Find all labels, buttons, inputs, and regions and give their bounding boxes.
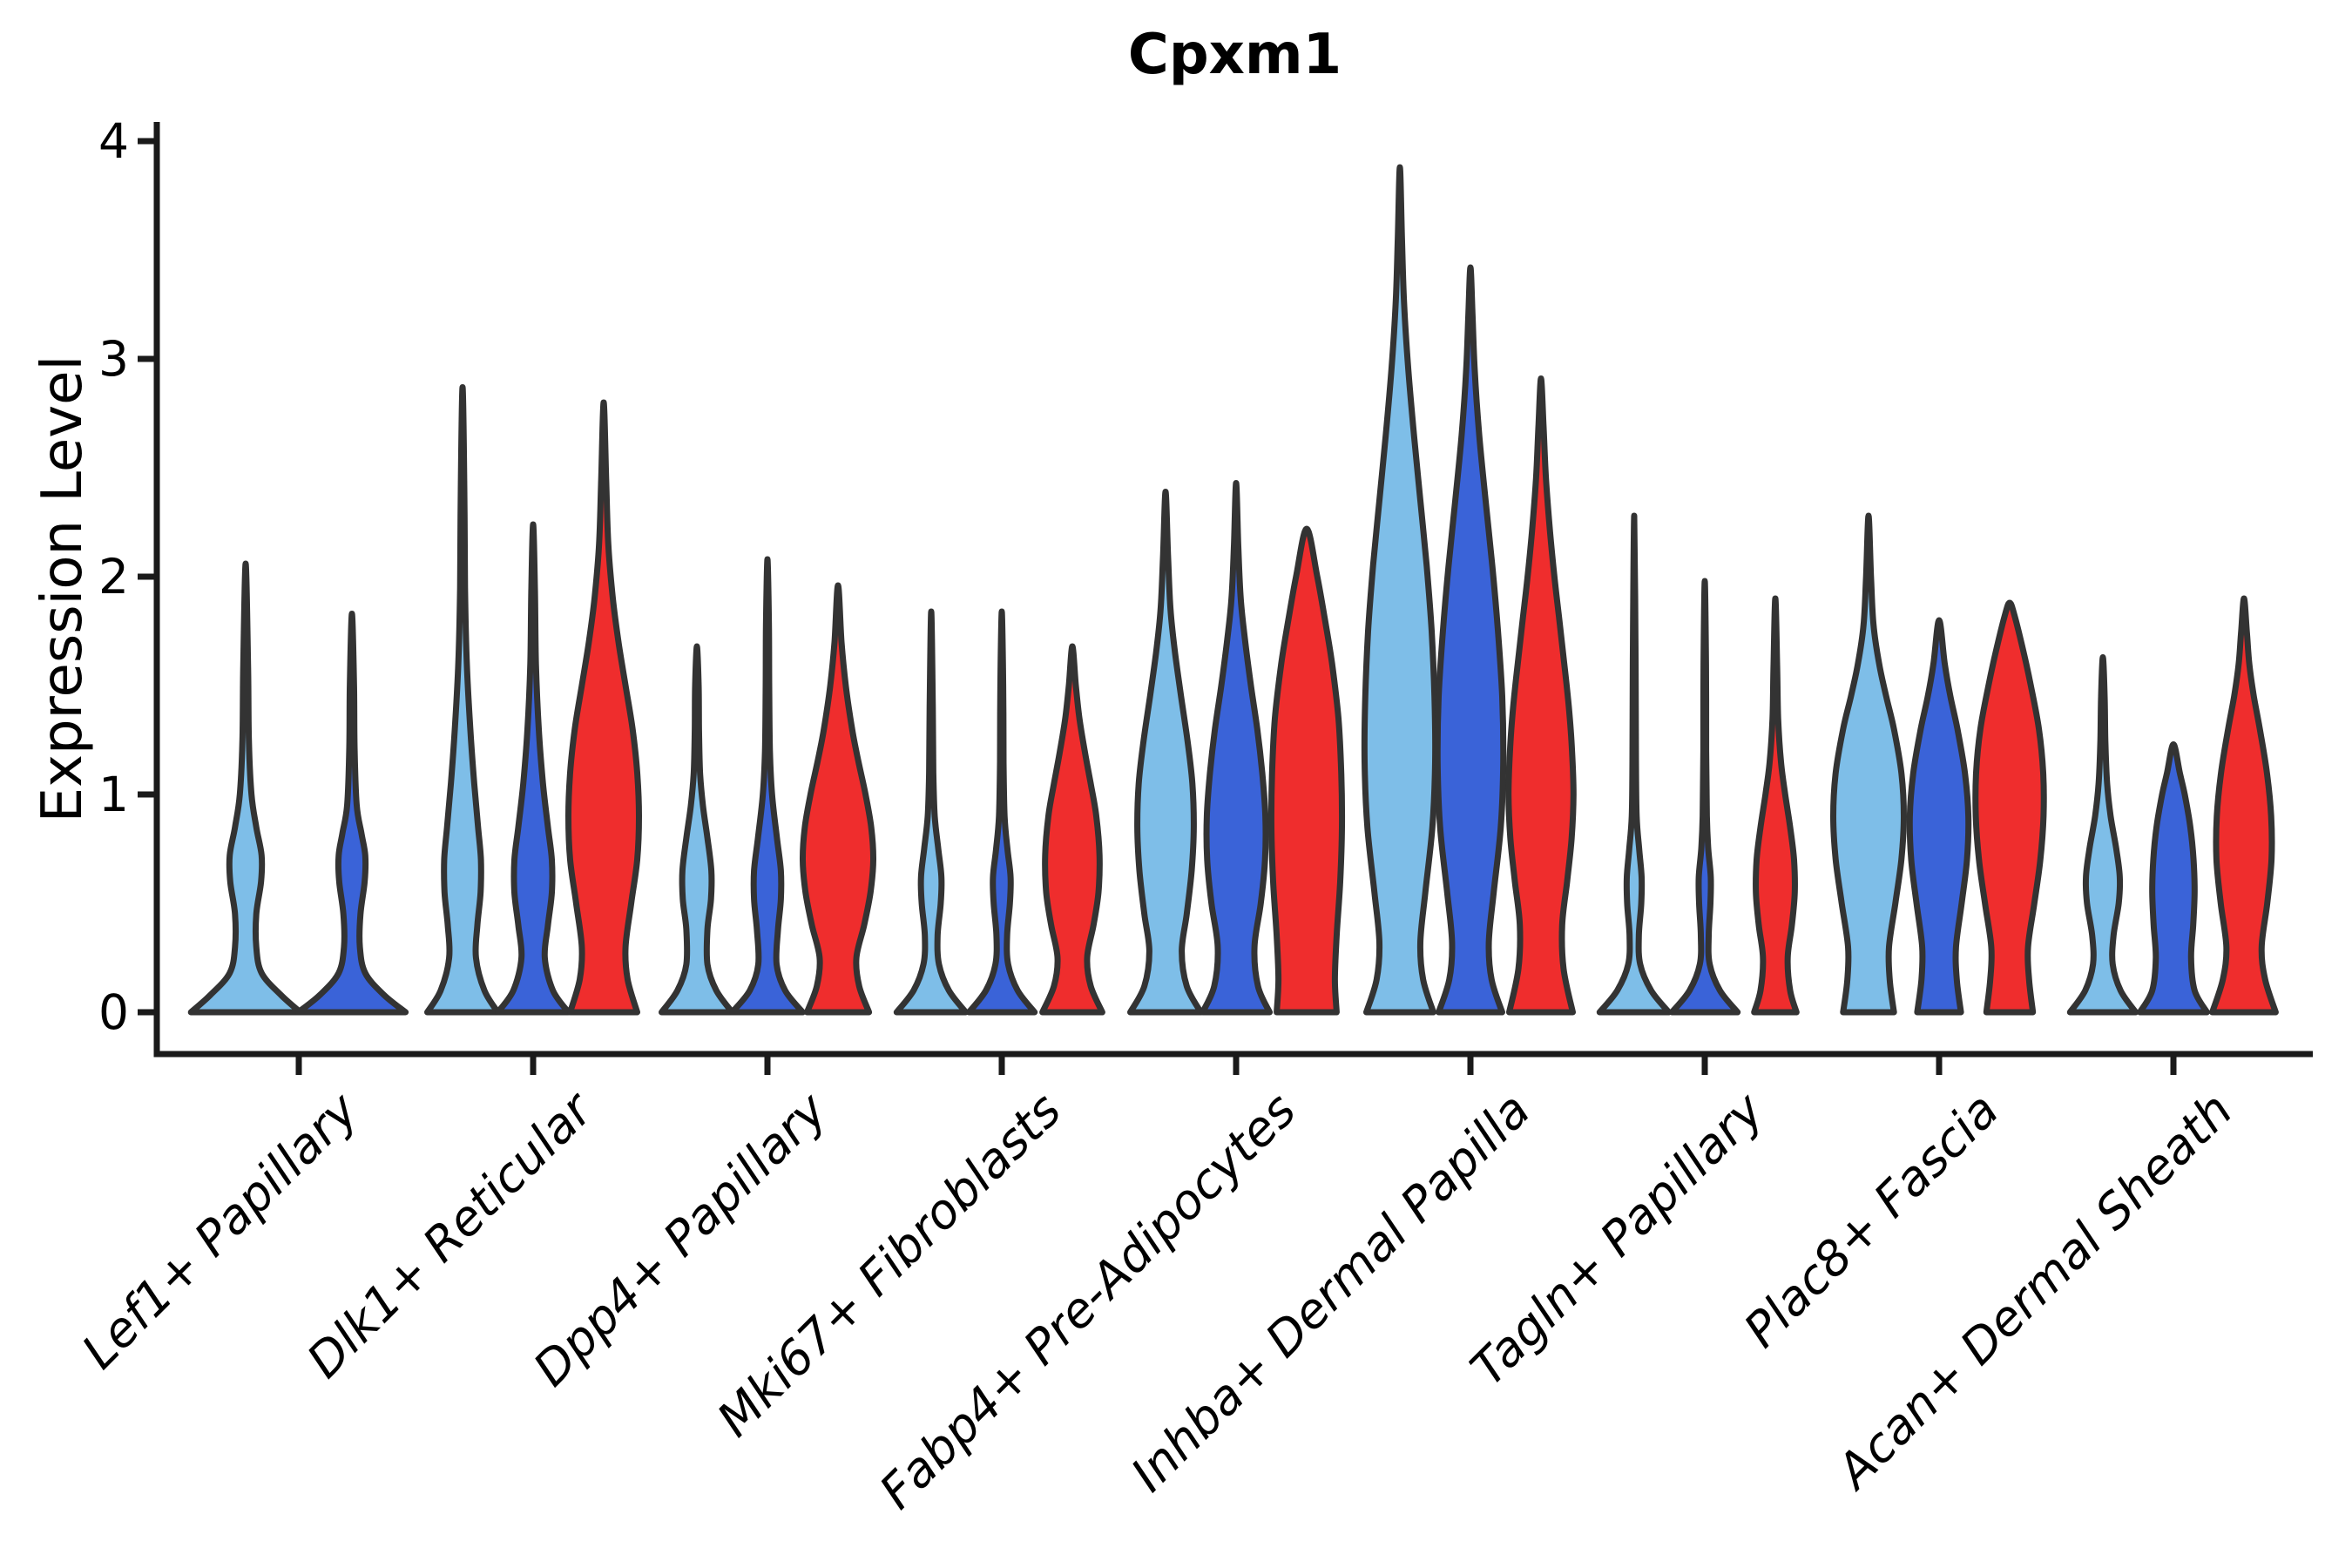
violin-dlk1-red [565,399,642,1016]
violin-dlk1-light_blue [424,384,501,1016]
violin-tagln-light_blue [1596,512,1673,1016]
violin-acan-red [2209,595,2279,1016]
violin-plac8-red [1972,599,2047,1016]
violin-plac8-light_blue [1830,512,1907,1016]
violin-acan-light_blue [2066,654,2139,1016]
violin-lef1-light_blue [187,560,304,1016]
violin-tagln-blue [1668,578,1741,1016]
violin-mki67-blue [965,608,1038,1016]
violin-dpp4-light_blue [659,643,735,1016]
y-tick-label: 2 [98,549,129,605]
violin-tagln-red [1751,595,1800,1016]
violin-fabp4-blue [1200,480,1273,1016]
y-tick-label: 3 [98,331,129,387]
violin-dlk1-blue [495,521,571,1016]
violin-mki67-light_blue [893,608,970,1016]
y-tick-label: 1 [98,767,129,822]
violin-inhba-light_blue [1361,164,1439,1016]
y-tick-label: 0 [98,984,129,1040]
violin-inhba-blue [1434,264,1507,1016]
violin-plac8-blue [1906,617,1972,1016]
chart-title: Cpxm1 [1127,23,1342,87]
violin-dpp4-blue [729,556,806,1016]
violin-mki67-red [1039,643,1105,1016]
y-tick-label: 4 [98,113,129,169]
violin-dpp4-red [799,582,877,1016]
violin-acan-blue [2137,741,2210,1016]
violin-lef1-blue [294,611,409,1016]
violin-fabp4-light_blue [1127,489,1204,1016]
violin-inhba-red [1505,375,1577,1016]
violin-fabp4-red [1267,525,1346,1016]
